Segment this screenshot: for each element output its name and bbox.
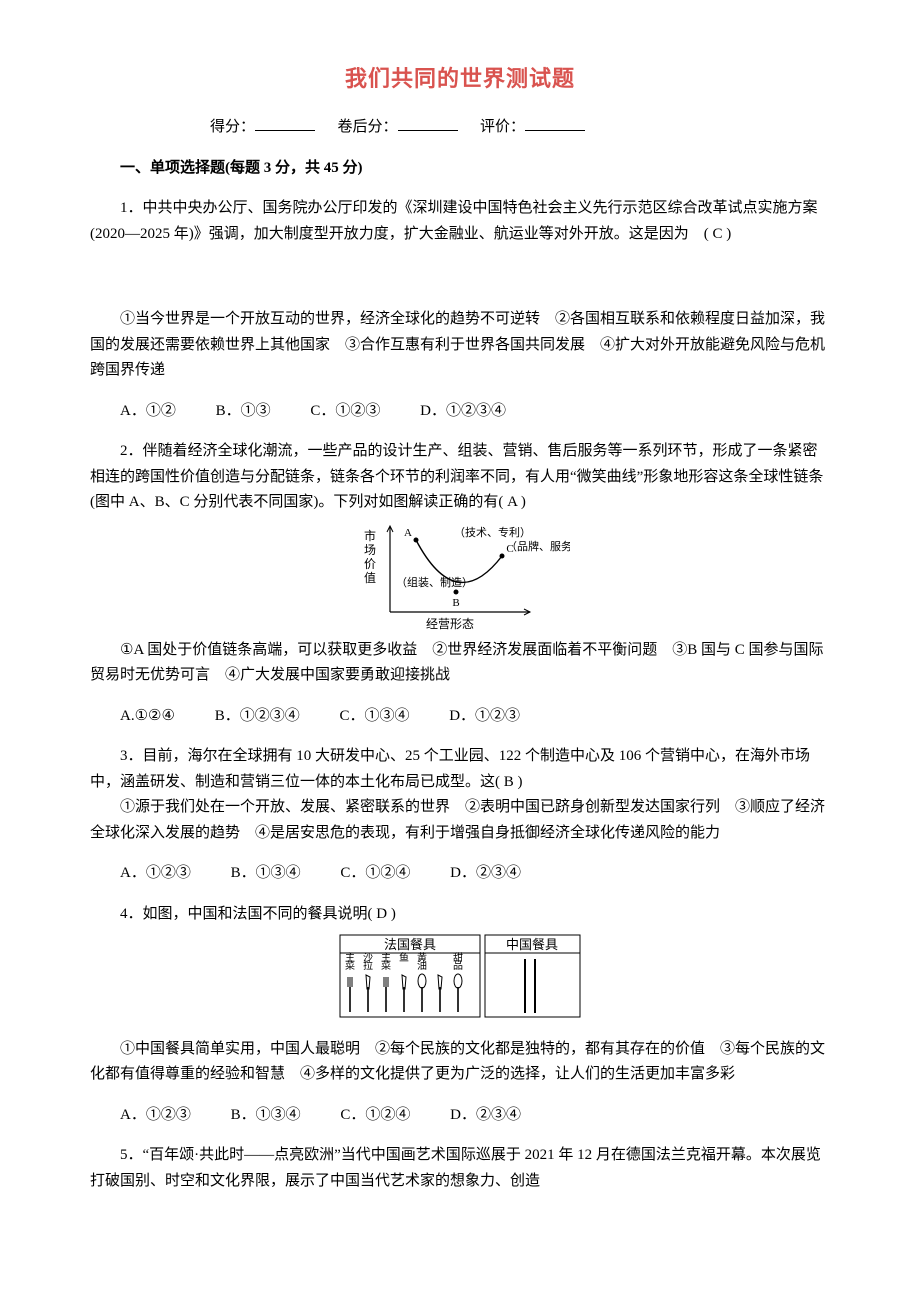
svg-text:值: 值	[364, 570, 376, 585]
q1-opt-d: D．①②③④	[420, 403, 506, 419]
post-score-label: 卷后分：	[338, 119, 398, 135]
q4-opt-d: D．②③④	[450, 1107, 521, 1123]
svg-text:拉: 拉	[363, 959, 373, 972]
smile-curve-chart: 市场价值经营形态ABC（技术、专利）（品牌、服务）（组装、制造）	[350, 522, 570, 632]
q3-stem: 3．目前，海尔在全球拥有 10 大研发中心、25 个工业园、122 个制造中心及…	[90, 744, 830, 795]
q4-opt-a: A．①②③	[120, 1107, 191, 1123]
svg-text:法国餐具: 法国餐具	[384, 937, 436, 952]
svg-text:菜: 菜	[345, 960, 355, 972]
q2-stem: 2．伴随着经济全球化潮流，一些产品的设计生产、组装、营销、售后服务等一系列环节，…	[90, 439, 830, 516]
svg-text:市: 市	[364, 528, 376, 543]
q3-opt-d: D．②③④	[450, 865, 521, 881]
svg-text:中国餐具: 中国餐具	[506, 937, 558, 952]
q3-options: A．①②③ B．①③④ C．①②④ D．②③④	[90, 861, 830, 887]
svg-text:（组装、制造）: （组装、制造）	[396, 575, 473, 589]
q2-opt-d: D．①②③	[449, 708, 520, 724]
section-1-heading: 一、单项选择题(每题 3 分，共 45 分)	[90, 156, 830, 182]
score-line: 得分： 卷后分： 评价：	[90, 115, 830, 141]
q5-stem: 5．“百年颂·共此时——点亮欧洲”当代中国画艺术国际巡展于 2021 年 12 …	[90, 1143, 830, 1194]
svg-text:鱼: 鱼	[399, 951, 409, 964]
q4-opt-b: B．①③④	[231, 1107, 301, 1123]
q1-opt-c: C．①②③	[310, 403, 380, 419]
svg-text:A: A	[404, 527, 412, 539]
svg-text:菜: 菜	[381, 960, 391, 972]
q2-options: A.①②④ B．①②③④ C．①③④ D．①②③	[90, 704, 830, 730]
page-title: 我们共同的世界测试题	[90, 60, 830, 97]
svg-text:（技术、专利）: （技术、专利）	[454, 525, 531, 539]
q1-options: A．①② B．①③ C．①②③ D．①②③④	[90, 399, 830, 425]
q2-opt-a: A.①②④	[120, 708, 175, 724]
score-label: 得分：	[210, 119, 255, 135]
q4-items: ①中国餐具简单实用，中国人最聪明 ②每个民族的文化都是独特的，都有其存在的价值 …	[90, 1037, 830, 1088]
post-score-blank	[398, 115, 458, 131]
q4-stem: 4．如图，中国和法国不同的餐具说明( D )	[90, 902, 830, 928]
q3-items: ①源于我们处在一个开放、发展、紧密联系的世界 ②表明中国已跻身创新型发达国家行列…	[90, 795, 830, 846]
q4-options: A．①②③ B．①③④ C．①②④ D．②③④	[90, 1103, 830, 1129]
q1-items: ①当今世界是一个开放互动的世界，经济全球化的趋势不可逆转 ②各国相互联系和依赖程…	[90, 307, 830, 384]
q2-opt-c: C．①③④	[339, 708, 409, 724]
grade-label: 评价：	[480, 119, 525, 135]
q1-opt-a: A．①②	[120, 403, 176, 419]
grade-blank	[525, 115, 585, 131]
svg-text:经营形态: 经营形态	[426, 617, 474, 631]
svg-text:（品牌、服务）: （品牌、服务）	[506, 539, 570, 553]
cutlery-figure: 法国餐具中国餐具主菜沙拉主菜鱼黄油甜品	[90, 927, 830, 1037]
q1-opt-b: B．①③	[216, 403, 271, 419]
q3-opt-a: A．①②③	[120, 865, 191, 881]
score-blank	[255, 115, 315, 131]
q4-opt-c: C．①②④	[340, 1107, 410, 1123]
q2-opt-b: B．①②③④	[215, 708, 300, 724]
svg-text:B: B	[452, 597, 459, 609]
svg-text:品: 品	[453, 960, 463, 972]
svg-text:油: 油	[417, 959, 427, 972]
q3-opt-b: B．①③④	[231, 865, 301, 881]
q1-spacer	[90, 247, 830, 307]
svg-text:价: 价	[364, 557, 376, 571]
q1-stem: 1．中共中央办公厅、国务院办公厅印发的《深圳建设中国特色社会主义先行示范区综合改…	[90, 196, 830, 247]
q3-opt-c: C．①②④	[340, 865, 410, 881]
svg-text:场: 场	[364, 543, 376, 557]
q2-items: ①A 国处于价值链条高端，可以获取更多收益 ②世界经济发展面临着不平衡问题 ③B…	[90, 638, 830, 689]
